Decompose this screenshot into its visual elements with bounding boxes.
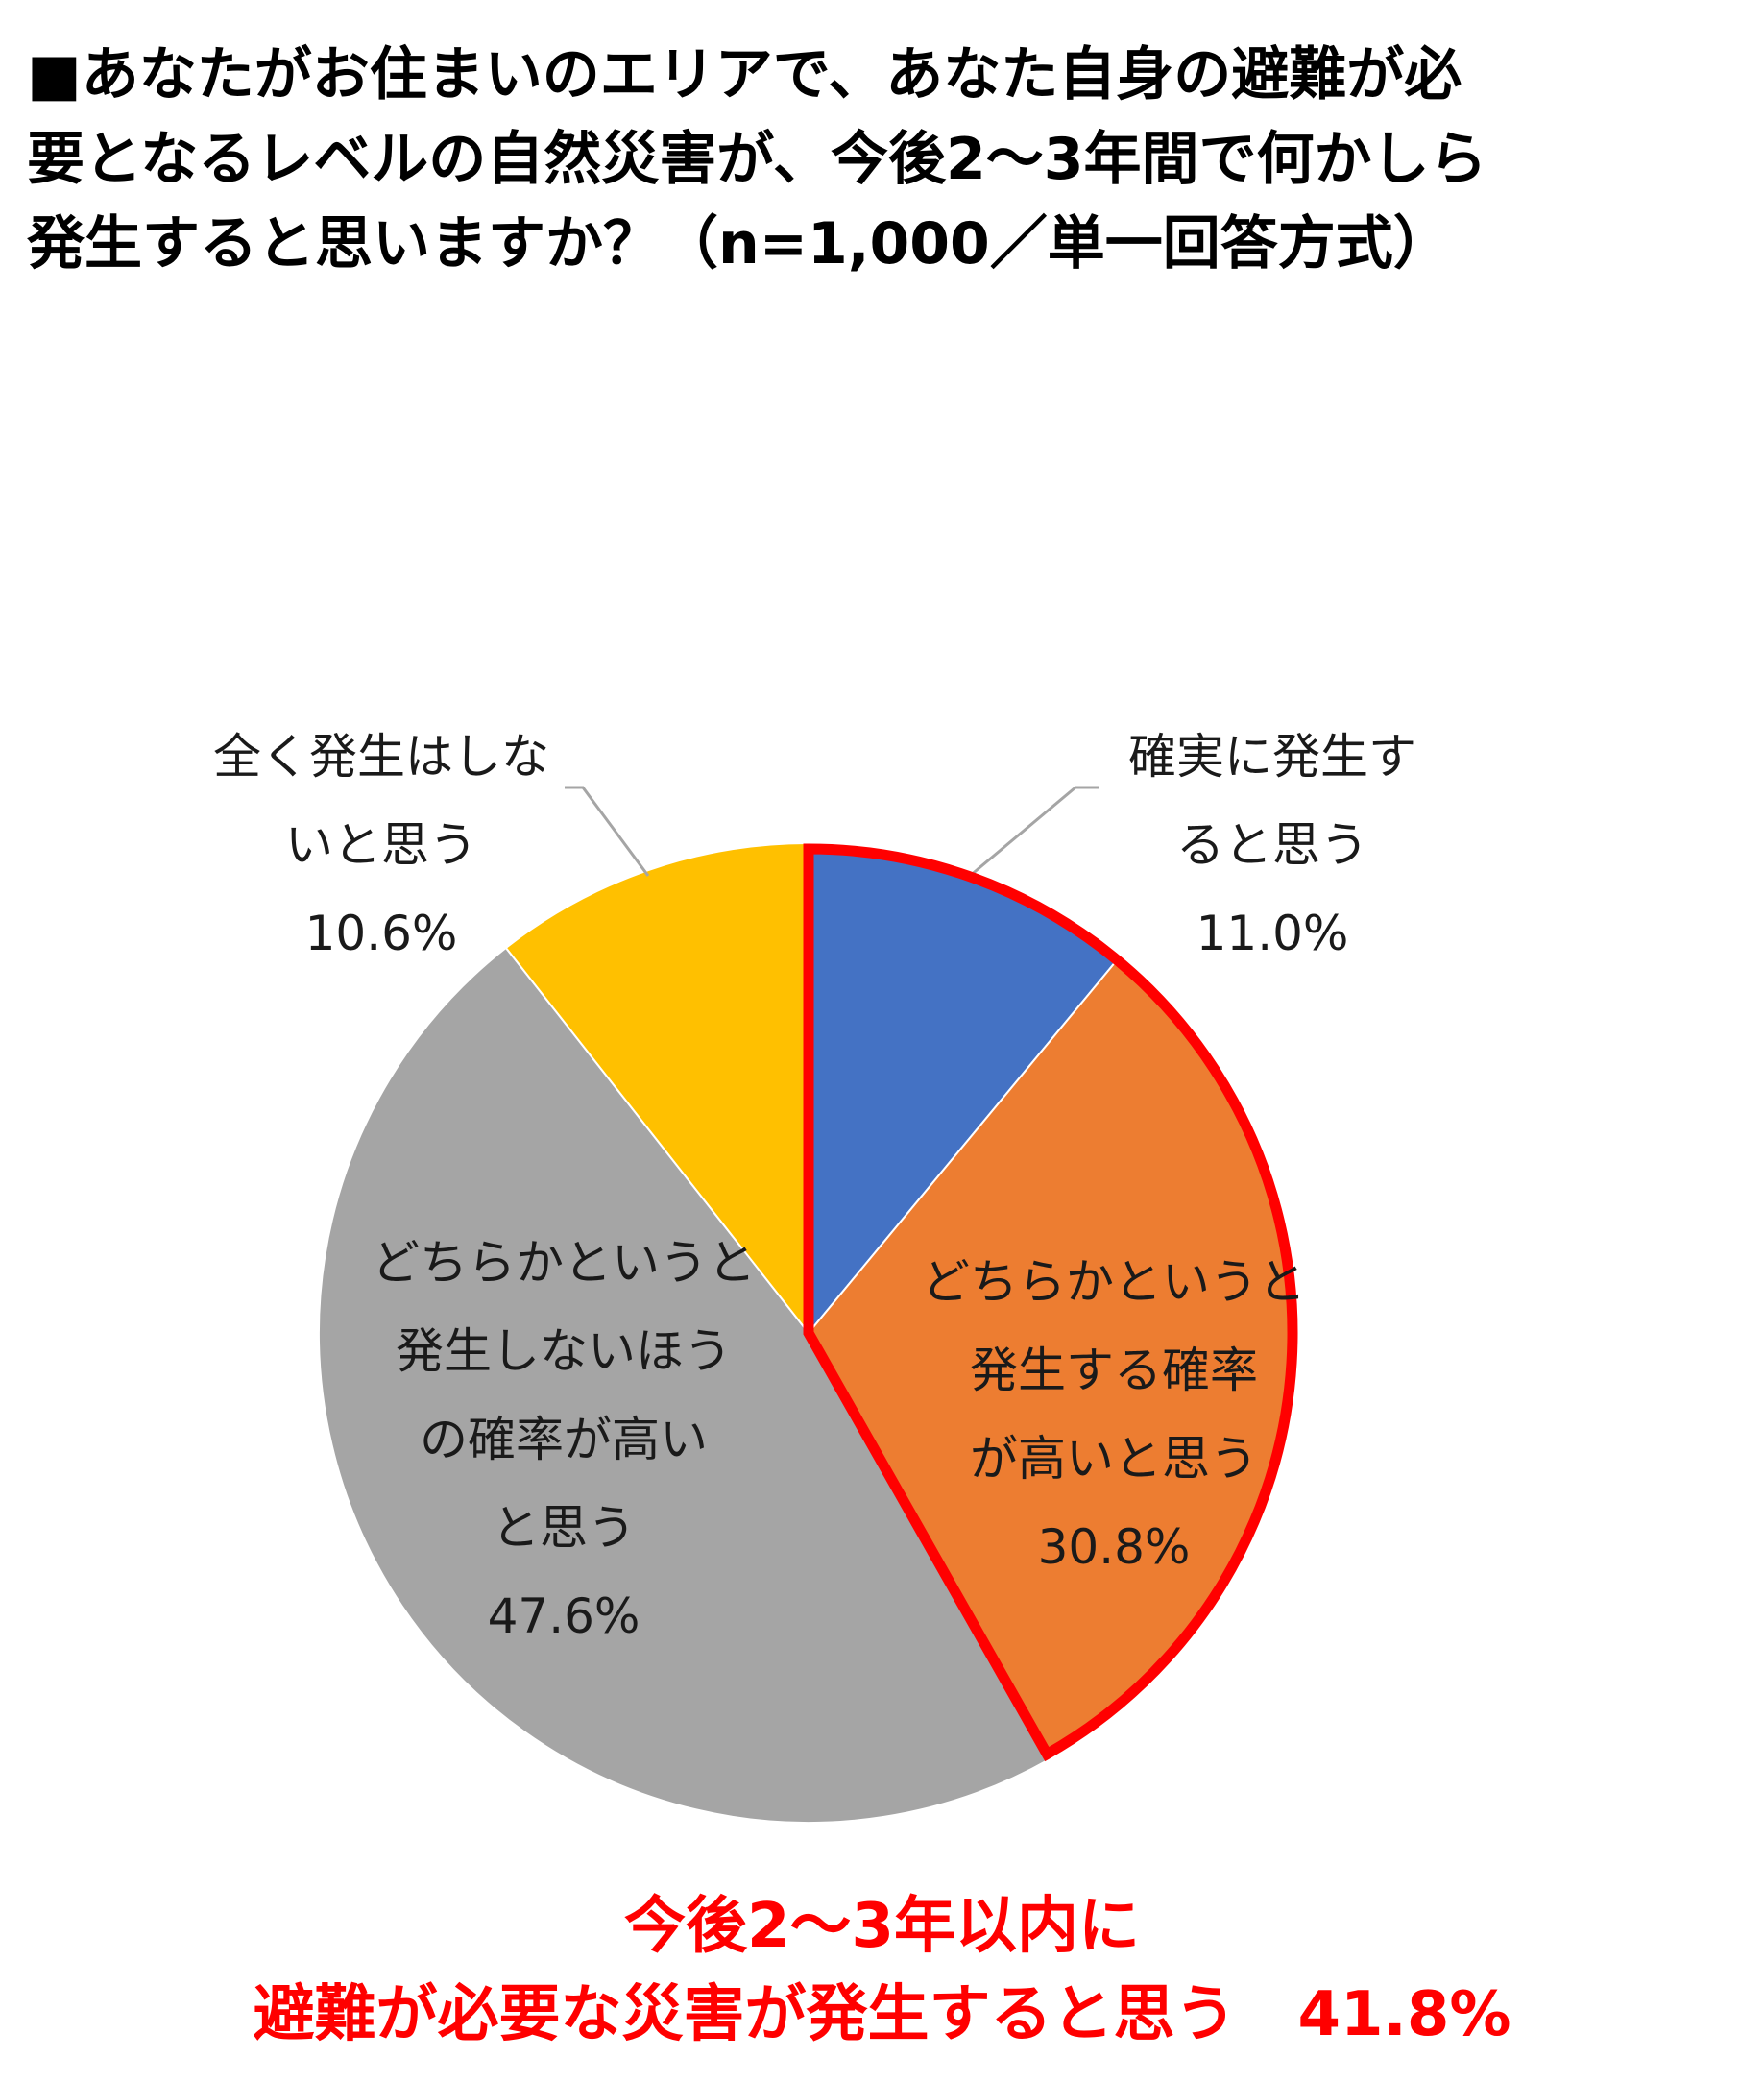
slice-value-label-4: 10.6%	[305, 906, 458, 961]
leader-line-1	[969, 786, 1099, 878]
pie-slice-2	[807, 954, 1299, 1761]
slice-value-label-1: 11.0%	[1196, 906, 1349, 961]
chart-title-line-2: 要となるレベルの自然災害が、今後2～3年間で何かしら	[27, 126, 1487, 193]
slice-category-label-2: 発生する確率	[970, 1343, 1258, 1398]
highlight-outline-group	[803, 843, 1298, 1762]
slice-value-label-3: 47.6%	[488, 1588, 640, 1644]
highlight-outline	[803, 843, 1298, 1762]
slice-category-label-3: と思う	[492, 1500, 636, 1556]
chart-title: ■あなたがお住まいのエリアで、あなた自身の避難が必 要となるレベルの自然災害が、…	[27, 33, 1746, 286]
slice-category-label-1: 確実に発生す	[1128, 729, 1416, 785]
leader-lines	[565, 786, 1099, 878]
summary-callout: 今後2～3年以内に 避難が必要な災害が発生すると思う 41.8%	[0, 1882, 1764, 2059]
pie-slice-4	[504, 841, 810, 1336]
slice-labels: 確実に発生すると思う11.0%どちらかというと発生する確率が高いと思う30.8%…	[213, 729, 1416, 1644]
slice-category-label-1: ると思う	[1176, 817, 1368, 873]
slice-category-label-3: の確率が高い	[420, 1412, 708, 1467]
slice-category-label-3: どちらかというと	[372, 1235, 756, 1291]
slice-category-label-2: が高いと思う	[970, 1431, 1258, 1487]
leader-line-4	[565, 786, 650, 877]
chart-title-line-1: ■あなたがお住まいのエリアで、あなた自身の避難が必	[27, 41, 1462, 109]
slice-category-label-3: 発生しないほう	[396, 1323, 732, 1379]
slice-category-label-4: いと思う	[285, 817, 477, 873]
pie-slices	[318, 841, 1299, 1824]
slice-category-label-4: 全く発生はしな	[213, 729, 549, 785]
slice-value-label-2: 30.8%	[1038, 1519, 1191, 1575]
summary-callout-line-2: 避難が必要な災害が発生すると思う 41.8%	[253, 1979, 1511, 2050]
pie-slice-3	[318, 946, 1051, 1824]
slice-category-label-2: どちらかというと	[922, 1254, 1306, 1310]
summary-callout-line-1: 今後2～3年以内に	[623, 1891, 1141, 1962]
chart-title-line-3: 発生すると思いますか？（n=1,000／単一回答方式）	[27, 210, 1451, 278]
